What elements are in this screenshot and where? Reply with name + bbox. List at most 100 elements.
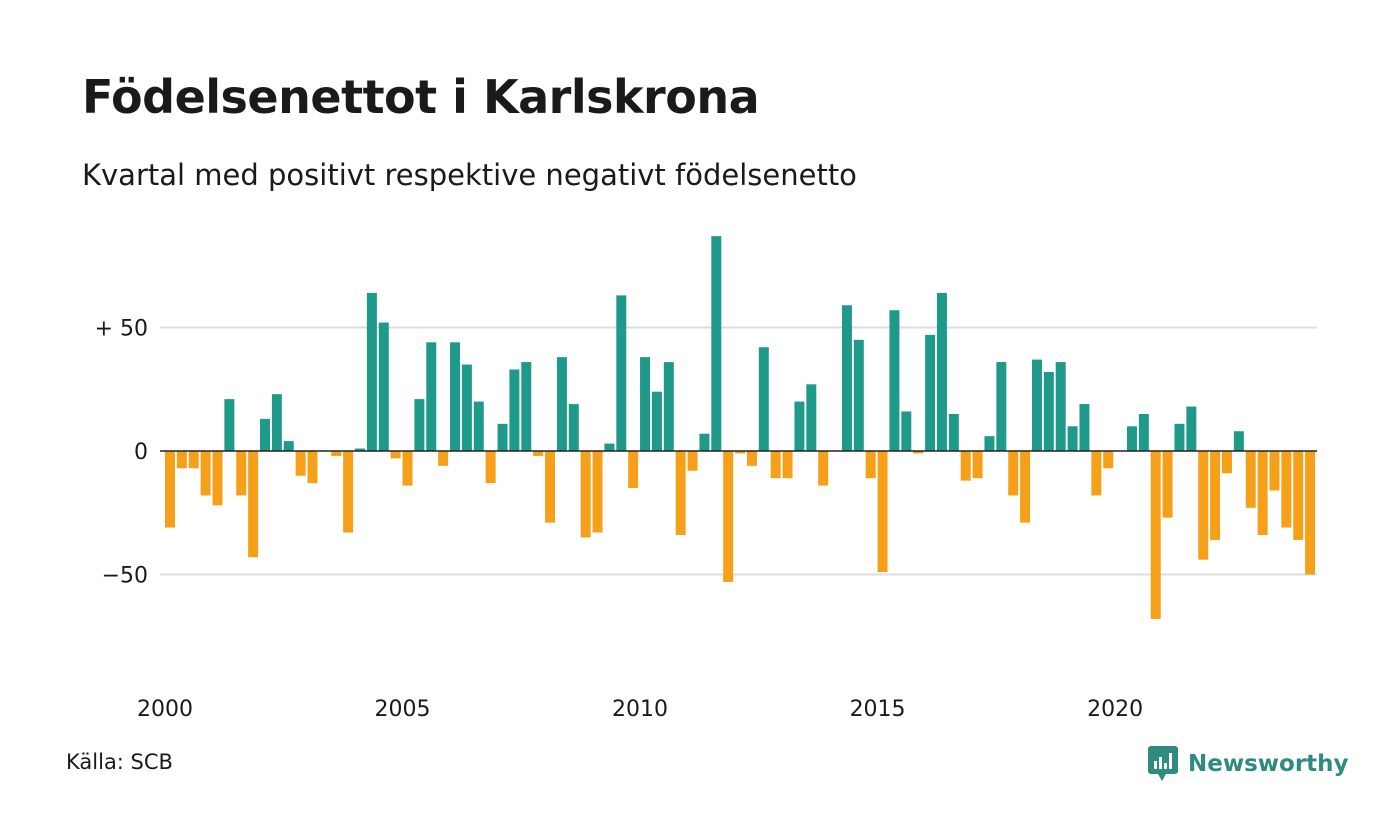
bar bbox=[1293, 451, 1304, 540]
bar bbox=[853, 339, 864, 451]
bar bbox=[568, 404, 579, 451]
bar bbox=[735, 451, 746, 454]
bar bbox=[165, 451, 175, 528]
source-note: Källa: SCB bbox=[66, 750, 173, 774]
bar bbox=[1210, 451, 1221, 540]
bar bbox=[925, 334, 936, 451]
bar bbox=[390, 451, 401, 459]
chart-subtitle: Kvartal med positivt respektive negativt… bbox=[82, 158, 857, 192]
bar bbox=[996, 362, 1007, 451]
x-tick-label: 2010 bbox=[612, 697, 668, 722]
bar bbox=[438, 451, 449, 466]
bar bbox=[295, 451, 306, 476]
bar bbox=[1257, 451, 1268, 535]
bar bbox=[663, 362, 674, 451]
bar bbox=[818, 451, 829, 486]
bar bbox=[1138, 413, 1149, 451]
bar bbox=[616, 295, 627, 451]
grid-lines bbox=[160, 326, 1317, 576]
bar bbox=[1020, 451, 1031, 523]
bar bbox=[1198, 451, 1209, 560]
bar bbox=[806, 384, 817, 451]
bar bbox=[188, 451, 199, 469]
bar bbox=[224, 399, 235, 451]
bar bbox=[865, 451, 876, 479]
bar bbox=[283, 441, 294, 451]
bar bbox=[533, 451, 544, 456]
bar bbox=[936, 292, 947, 451]
bar bbox=[758, 347, 769, 451]
bar bbox=[1186, 406, 1197, 451]
bar bbox=[972, 451, 983, 479]
bar bbox=[592, 451, 603, 533]
bar bbox=[414, 399, 425, 451]
y-axis-ticks: + 50 0 −50 bbox=[95, 317, 148, 589]
bar bbox=[687, 451, 698, 471]
bar bbox=[1269, 451, 1280, 491]
bar bbox=[604, 443, 615, 451]
bar bbox=[556, 357, 567, 451]
chart-title: Födelsenettot i Karlskrona bbox=[82, 70, 760, 124]
x-tick-label: 2005 bbox=[375, 697, 431, 722]
bar bbox=[521, 362, 532, 451]
x-tick-label: 2020 bbox=[1087, 697, 1143, 722]
bar bbox=[366, 292, 377, 451]
bar bbox=[794, 401, 805, 451]
bar bbox=[260, 418, 270, 451]
bar bbox=[1174, 423, 1185, 451]
bar bbox=[1079, 404, 1090, 451]
bar bbox=[1008, 451, 1019, 496]
bar bbox=[343, 451, 354, 533]
bar bbox=[355, 448, 365, 451]
bar bbox=[545, 451, 556, 523]
bar bbox=[1067, 426, 1078, 451]
bar bbox=[485, 451, 496, 484]
bar bbox=[913, 451, 924, 454]
bar bbox=[948, 413, 959, 451]
bar bbox=[248, 451, 259, 558]
bar bbox=[628, 451, 639, 489]
bar bbox=[640, 357, 651, 451]
bar bbox=[1221, 451, 1232, 474]
chart-speech-bubble-icon bbox=[1148, 746, 1178, 781]
bar bbox=[889, 310, 900, 451]
newsworthy-logo: Newsworthy bbox=[1148, 744, 1349, 784]
bar bbox=[1055, 362, 1066, 451]
bar bbox=[877, 451, 888, 573]
bar bbox=[509, 369, 520, 451]
bar bbox=[723, 451, 734, 582]
bar bbox=[176, 451, 187, 469]
x-tick-label: 2015 bbox=[850, 697, 906, 722]
bar bbox=[200, 451, 211, 496]
bar bbox=[212, 451, 223, 506]
bar bbox=[1305, 451, 1316, 575]
bar bbox=[580, 451, 591, 538]
bar bbox=[675, 451, 686, 535]
bar bbox=[711, 236, 722, 451]
x-tick-label: 2000 bbox=[137, 697, 193, 722]
bar bbox=[331, 451, 342, 456]
bar bbox=[1281, 451, 1292, 528]
y-tick-label: −50 bbox=[102, 564, 148, 589]
bar bbox=[402, 451, 413, 486]
bar bbox=[1162, 451, 1173, 518]
bar bbox=[497, 423, 508, 451]
bar bbox=[378, 322, 389, 451]
y-tick-label: + 50 bbox=[95, 317, 148, 342]
bar bbox=[699, 433, 710, 451]
bar bbox=[1150, 451, 1161, 619]
bar bbox=[746, 451, 757, 466]
bar bbox=[1245, 451, 1256, 508]
bar bbox=[1126, 426, 1137, 451]
y-tick-label: 0 bbox=[134, 440, 148, 465]
bar bbox=[307, 451, 318, 484]
bar bbox=[1233, 431, 1244, 451]
bar bbox=[1103, 451, 1114, 469]
bar bbox=[901, 411, 912, 451]
bar bbox=[461, 364, 472, 451]
bar bbox=[984, 436, 995, 451]
bar bbox=[841, 305, 852, 451]
bar bbox=[1031, 359, 1042, 451]
bar bbox=[960, 451, 971, 481]
